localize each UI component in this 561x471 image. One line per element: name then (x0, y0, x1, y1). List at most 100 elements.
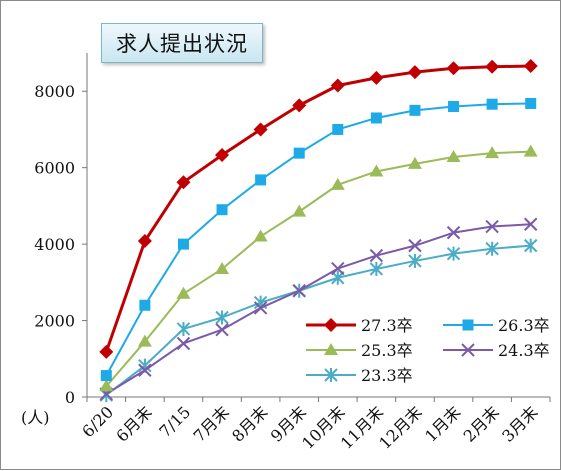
data-point (216, 204, 228, 216)
data-point (332, 123, 344, 135)
data-point (99, 344, 114, 359)
legend: 27.3卒 26.3卒 25.3卒 24.3卒 23.3卒 (306, 316, 550, 385)
x-tick-label: 8月末 (228, 402, 271, 445)
data-point (176, 175, 191, 190)
series-line (105, 244, 531, 396)
data-point (485, 241, 499, 256)
data-point (407, 156, 422, 169)
x-tick-label: 6月末 (112, 402, 155, 445)
x-tick-label: 3月末 (498, 402, 541, 445)
legend-marker (324, 343, 338, 355)
legend-item: 27.3卒 (306, 316, 413, 335)
x-tick-label: 10月末 (298, 402, 348, 452)
data-point (330, 177, 345, 190)
data-point (523, 144, 538, 157)
y-tick-label: 2000 (34, 312, 75, 331)
y-tick-label: 0 (65, 388, 75, 407)
data-point (369, 164, 384, 177)
series-27.3卒 (99, 58, 538, 359)
legend-item: 23.3卒 (306, 366, 413, 385)
data-point (215, 323, 229, 337)
legend-label: 25.3卒 (361, 341, 413, 360)
x-tick-label: 6/20 (78, 402, 117, 441)
legend-label: 26.3卒 (498, 316, 550, 335)
data-point (137, 234, 152, 249)
data-point (486, 98, 498, 110)
data-point (100, 370, 112, 382)
data-point (176, 336, 191, 351)
data-point (446, 225, 461, 240)
data-point (253, 301, 268, 315)
legend-marker (324, 318, 338, 332)
data-point (253, 229, 268, 242)
legend-label: 24.3卒 (498, 341, 550, 360)
y-tick-label: 6000 (34, 159, 75, 178)
legend-item: 24.3卒 (443, 341, 550, 360)
data-point (408, 253, 422, 268)
legend-item: 25.3卒 (306, 341, 413, 360)
y-unit-label: (人) (21, 408, 50, 427)
data-point (369, 261, 384, 276)
data-point (448, 101, 460, 113)
series-layer (99, 58, 538, 403)
x-tick-label: 1月末 (421, 402, 464, 445)
data-point (485, 146, 500, 159)
data-point (215, 310, 229, 325)
data-point (446, 246, 461, 261)
data-point (215, 148, 230, 163)
data-point (370, 112, 382, 124)
data-point (407, 65, 422, 80)
data-point (292, 284, 306, 298)
data-point (523, 58, 538, 73)
series-line (105, 102, 531, 377)
data-point (292, 98, 307, 113)
series-line (105, 223, 531, 395)
data-point (525, 97, 537, 109)
chart-title: 求人提出状況 (101, 23, 263, 63)
data-point (369, 248, 384, 263)
legend-item: 26.3卒 (443, 316, 550, 335)
data-point (331, 261, 345, 276)
x-tick-label: 12月末 (375, 402, 425, 452)
data-point (176, 321, 191, 336)
data-point (176, 286, 191, 299)
series-26.3卒 (100, 97, 537, 382)
data-point (409, 104, 421, 116)
series-23.3卒 (99, 238, 538, 403)
legend-label: 27.3卒 (361, 316, 413, 335)
data-point (369, 70, 384, 85)
data-point (253, 122, 268, 137)
data-point (524, 238, 538, 253)
data-point (292, 204, 307, 217)
x-tick-label: 7月末 (190, 402, 233, 445)
data-point (99, 379, 114, 392)
legend-label: 23.3卒 (361, 366, 413, 385)
series-line (105, 150, 531, 387)
series-25.3卒 (99, 144, 538, 392)
data-point (408, 238, 422, 253)
data-point (255, 174, 267, 186)
data-point (139, 299, 151, 311)
data-point (137, 334, 152, 347)
data-point (330, 78, 345, 93)
data-point (485, 219, 499, 234)
x-tick-label: 11月末 (337, 402, 387, 452)
x-tick-label: 7/15 (155, 402, 194, 441)
x-tick-label: 2月末 (460, 402, 503, 445)
data-point (293, 147, 305, 159)
data-point (138, 363, 152, 377)
data-point (177, 238, 189, 250)
data-point (215, 261, 230, 274)
legend-marker (461, 343, 475, 357)
legend-marker (462, 319, 474, 331)
y-tick-label: 8000 (34, 82, 75, 101)
data-point (485, 59, 500, 74)
data-point (524, 217, 538, 231)
series-24.3卒 (99, 217, 538, 401)
data-point (446, 149, 461, 162)
legend-marker (324, 368, 338, 382)
data-point (446, 61, 461, 76)
y-tick-label: 4000 (34, 235, 75, 254)
